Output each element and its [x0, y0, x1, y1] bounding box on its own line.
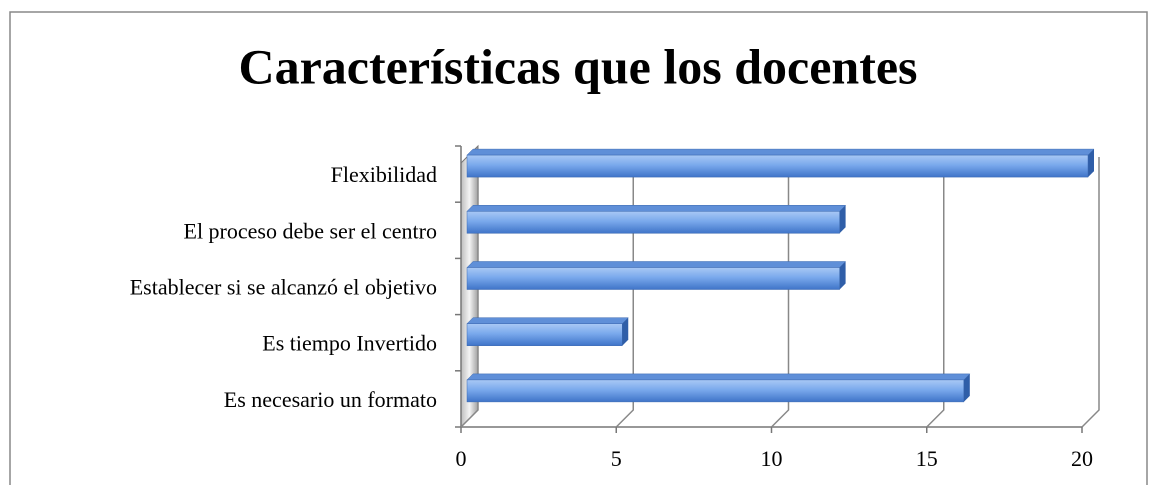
bar-end	[622, 317, 629, 346]
bar-face	[466, 211, 840, 234]
grid-line	[1081, 157, 1100, 428]
y-tick-label: Es tiempo Invertido	[262, 331, 437, 356]
bar-top	[466, 261, 847, 268]
grid-line	[460, 157, 479, 428]
x-tick-label: 0	[456, 446, 467, 471]
grid-line	[770, 157, 790, 428]
bar	[466, 317, 629, 346]
x-tick-label: 5	[611, 446, 622, 471]
chart-title: Características que los docentes	[238, 38, 917, 94]
grid-line	[615, 157, 634, 428]
bar-top	[466, 205, 847, 212]
bar-top	[466, 373, 971, 381]
y-tick-label: El proceso debe ser el centro	[184, 218, 438, 243]
bar	[466, 148, 1095, 178]
bar-face	[466, 267, 840, 290]
bar-top	[466, 148, 1095, 156]
chart-border	[9, 11, 1148, 485]
bar-end	[1088, 149, 1094, 178]
x-tick-label: 20	[1071, 446, 1093, 471]
bar	[466, 261, 847, 290]
bar-end	[839, 261, 846, 290]
bar-end	[839, 205, 846, 234]
bar-face	[466, 154, 1089, 178]
bar-face	[466, 379, 965, 403]
bar-top	[466, 317, 629, 324]
grid-line	[926, 157, 945, 428]
y-tick-label: Es necesario un formato	[224, 387, 437, 412]
bar-face	[466, 323, 623, 346]
y-tick-label: Establecer si se alcanzó el objetivo	[130, 275, 437, 300]
bar	[466, 373, 971, 403]
x-tick-label: 10	[761, 446, 783, 471]
bar-end	[963, 373, 970, 402]
bar	[466, 205, 847, 234]
x-tick-label: 15	[916, 446, 938, 471]
y-tick-label: Flexibilidad	[331, 162, 437, 187]
